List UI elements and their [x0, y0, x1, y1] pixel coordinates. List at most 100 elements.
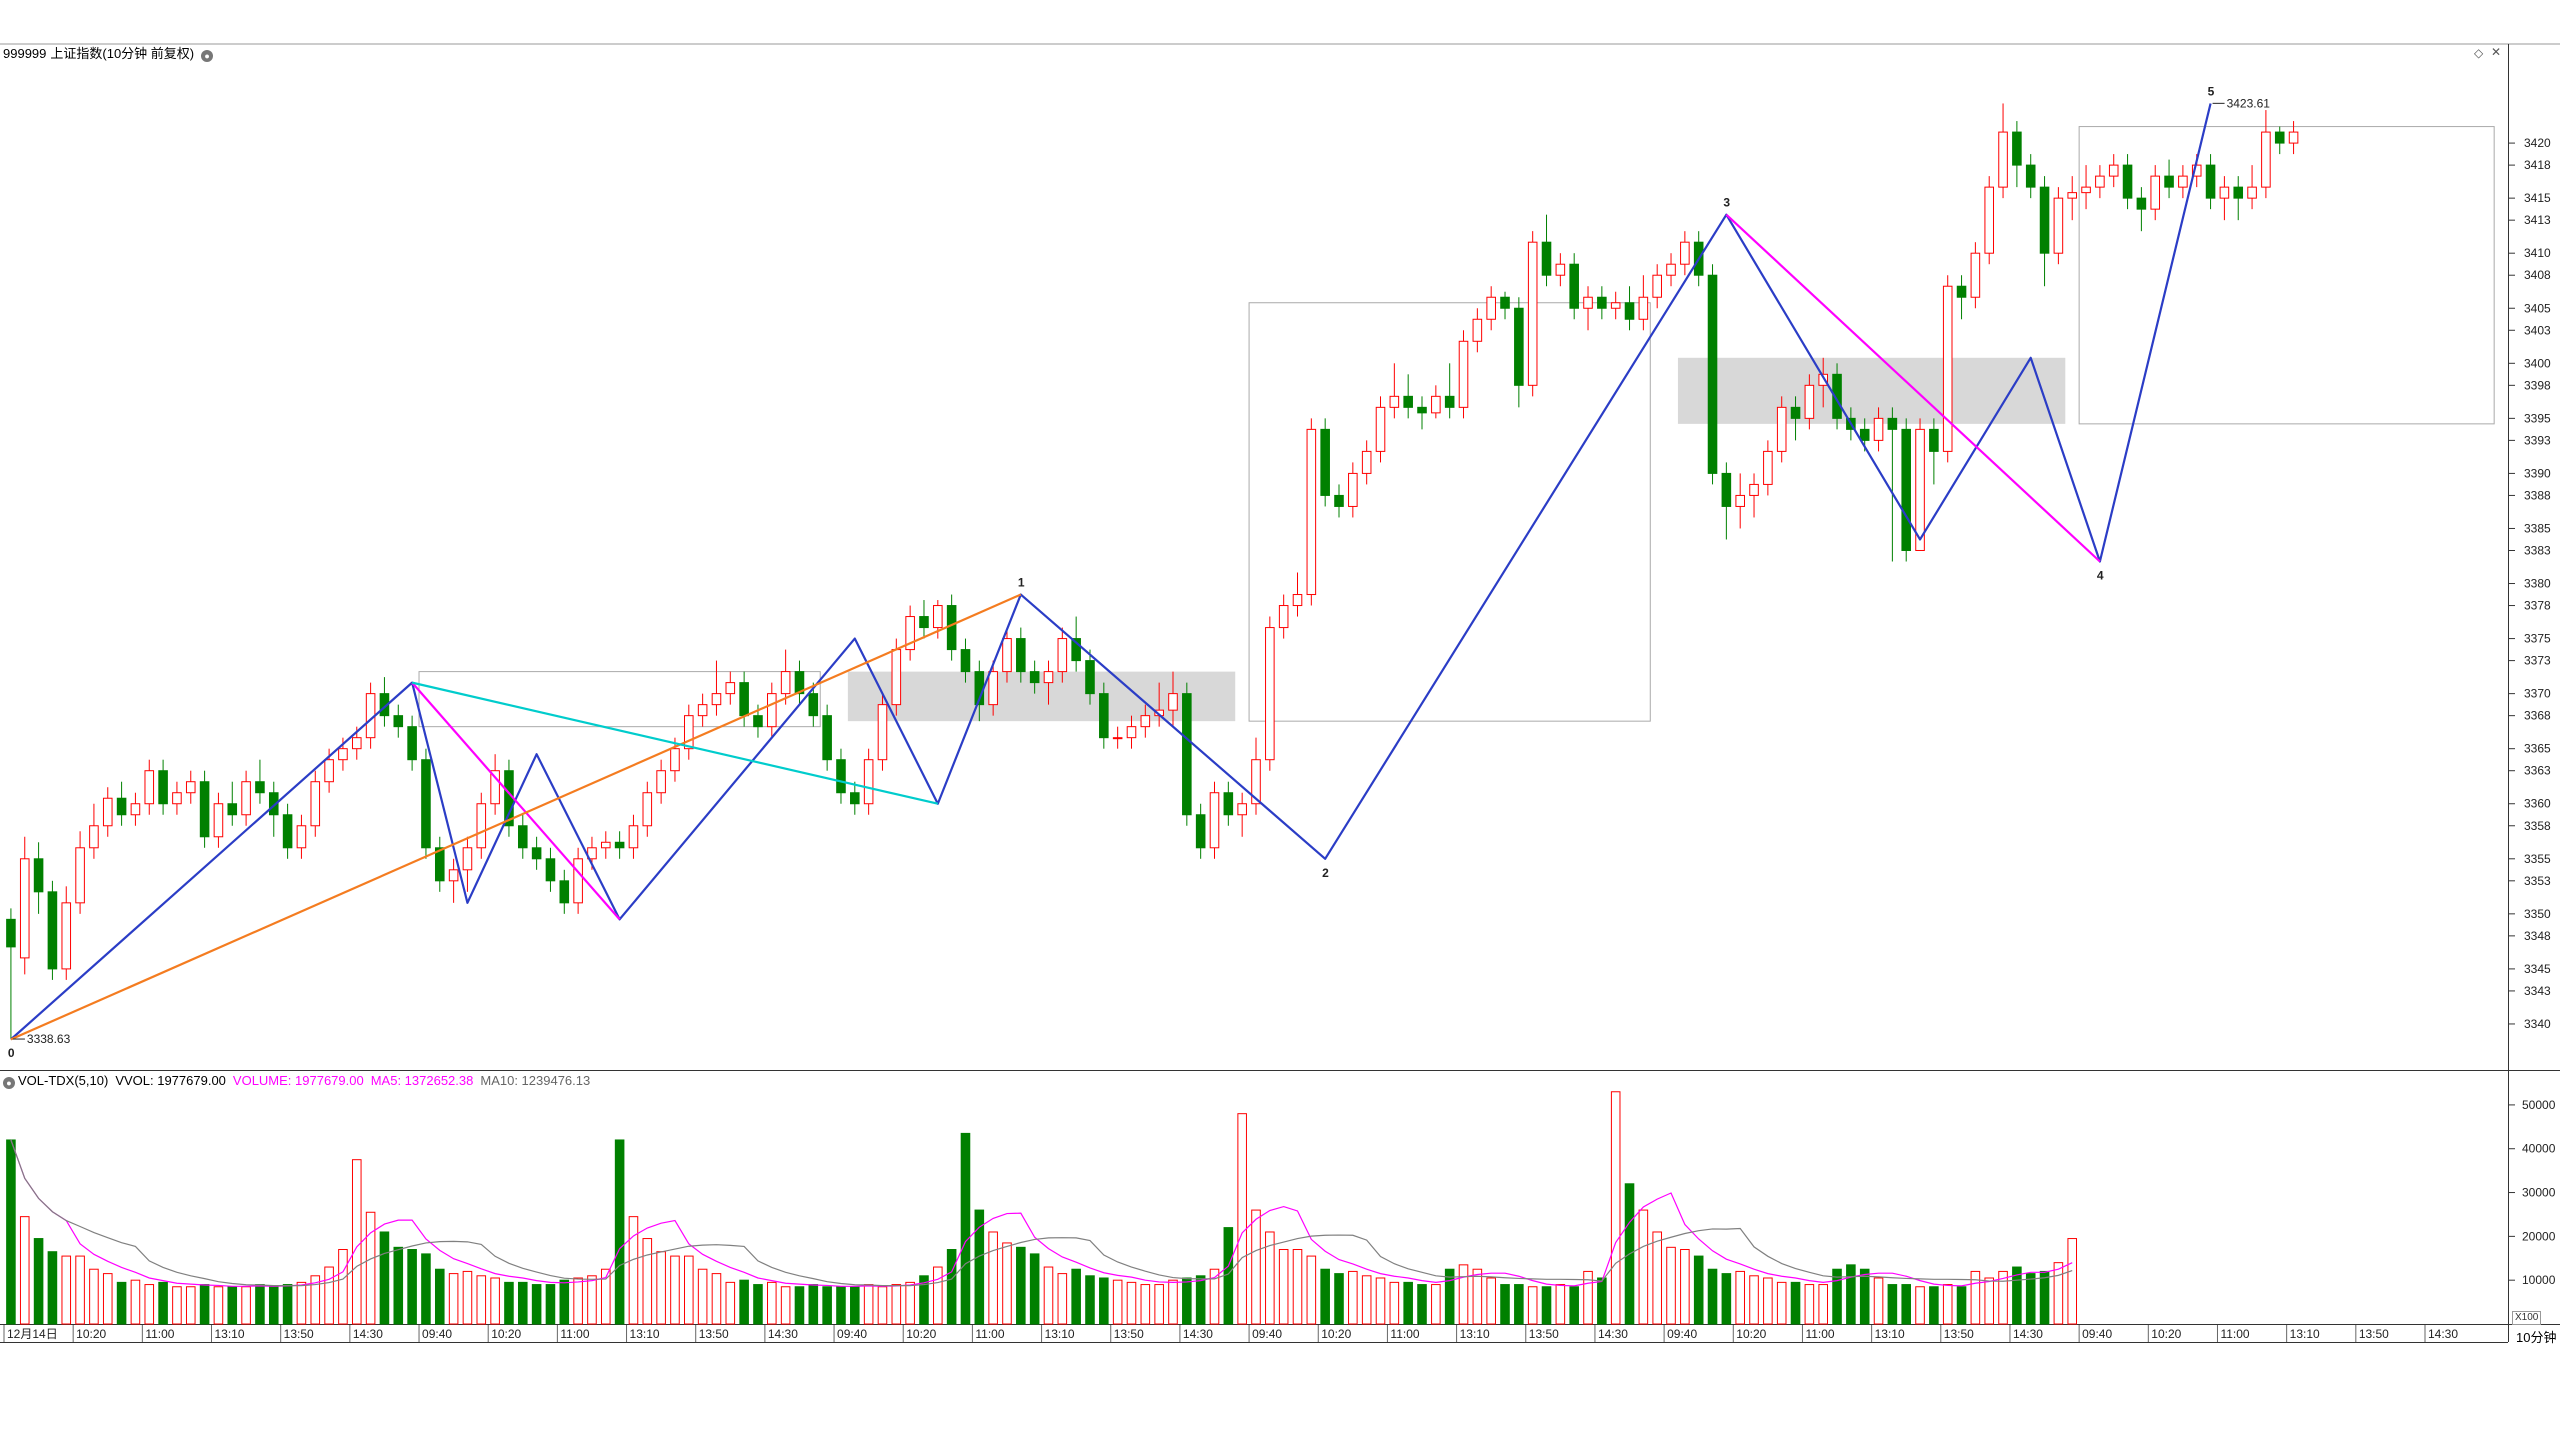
volume-bar: [1486, 1277, 1496, 1325]
candle: [1099, 682, 1109, 749]
volume-bar: [89, 1268, 99, 1325]
candle: [379, 677, 390, 727]
volume-bar: [75, 1255, 85, 1325]
wave-line-wave[interactable]: [10, 103, 2212, 1041]
candle-body: [1901, 428, 1911, 551]
price-tick-label: 3403: [2524, 323, 2551, 337]
candle-body: [19, 858, 30, 959]
candle-body: [822, 715, 832, 761]
wave-label: 3: [1723, 196, 1730, 210]
volume-bar: [47, 1251, 58, 1325]
volume-bar: [448, 1273, 459, 1325]
time-tick-label: 13:10: [2290, 1327, 2320, 1341]
volume-bar: [282, 1284, 293, 1325]
wave-lines[interactable]: [10, 103, 2212, 1041]
time-tick-label: 13:10: [630, 1327, 660, 1341]
diamond-icon[interactable]: ◇: [2474, 46, 2484, 60]
price-tick-label: 3368: [2524, 709, 2551, 723]
candle: [697, 693, 708, 727]
time-tick-label: 13:10: [1875, 1327, 1905, 1341]
candle-body: [1444, 395, 1455, 408]
wave-line-orange[interactable]: [10, 593, 1022, 1041]
close-icon[interactable]: ✕: [2491, 45, 2502, 59]
candle: [988, 660, 998, 716]
volume-bar: [504, 1281, 514, 1325]
volume-bar: [1292, 1249, 1303, 1325]
volume-bar: [836, 1286, 846, 1325]
wave-labels: 0 3338.63 1 2 3 4 5 3423.61: [8, 84, 2270, 1060]
candle-body: [490, 770, 500, 805]
candle: [1334, 484, 1344, 518]
candle: [1901, 418, 1911, 562]
wave-line-magenta[interactable]: [411, 681, 621, 921]
candle-body: [1292, 594, 1303, 607]
candle: [1126, 715, 1137, 749]
candle-body: [1790, 406, 1801, 419]
volume-tick-label: 10000: [2522, 1273, 2556, 1287]
wave-line-magenta[interactable]: [1725, 213, 2101, 563]
volume-bar: [1887, 1284, 1898, 1325]
period-label[interactable]: 10分钟: [2516, 1330, 2557, 1345]
candle-body: [559, 880, 570, 904]
price-tick-label: 3370: [2524, 687, 2551, 701]
price-tick-label: 3343: [2524, 984, 2551, 998]
candle-body: [1873, 417, 1884, 441]
candle: [794, 660, 805, 705]
candle: [1500, 291, 1510, 320]
volume-bar: [1749, 1275, 1759, 1325]
wave-line-cyan[interactable]: [411, 681, 939, 805]
candle-body: [767, 693, 777, 728]
candle-body: [434, 847, 445, 882]
volume-bar: [988, 1231, 998, 1325]
candle: [517, 814, 528, 859]
volume-bar: [767, 1281, 777, 1325]
candle-body: [601, 841, 611, 849]
candle-body: [780, 671, 791, 695]
candle: [310, 770, 321, 837]
volume-bar: [1154, 1284, 1164, 1325]
time-tick-label: 11:00: [145, 1327, 174, 1341]
volume-bar: [808, 1284, 819, 1325]
candle-body: [850, 792, 860, 805]
volume-bar: [531, 1284, 542, 1325]
candle-body: [33, 858, 44, 893]
candle: [822, 704, 832, 771]
time-tick-label: 10:20: [76, 1327, 106, 1341]
candle-body: [1085, 660, 1095, 695]
volume-bar: [1707, 1268, 1718, 1325]
volume-bar: [1680, 1249, 1690, 1325]
candle-body: [1514, 307, 1524, 386]
candle-body: [891, 649, 902, 706]
candle: [504, 759, 514, 837]
candle-body: [255, 781, 265, 794]
candle-body: [1334, 494, 1344, 507]
time-tick-label: 13:10: [1460, 1327, 1490, 1341]
circle-dot-icon[interactable]: ●: [3, 1077, 15, 1089]
candle-body: [1126, 726, 1137, 739]
volume-bar: [241, 1286, 251, 1325]
time-tick-label: 13:50: [699, 1327, 729, 1341]
volume-bar: [1016, 1246, 1026, 1325]
volume-bar: [684, 1255, 694, 1325]
circle-dot-icon[interactable]: ●: [201, 50, 214, 62]
candle: [282, 803, 293, 859]
volume-bar: [1029, 1253, 1040, 1325]
volume-tick-label: 40000: [2522, 1142, 2556, 1156]
candle: [2178, 165, 2188, 199]
candle-body: [2095, 175, 2105, 188]
time-tick-label: 13:50: [1529, 1327, 1559, 1341]
candle-body: [282, 814, 293, 849]
volume-bar: [324, 1266, 334, 1325]
candle: [1223, 781, 1234, 826]
volume-bar: [850, 1286, 860, 1325]
candle-body: [628, 825, 639, 849]
candle: [1237, 792, 1247, 837]
candle-body: [2122, 164, 2133, 199]
candle-body: [1071, 638, 1081, 662]
candle: [213, 792, 224, 848]
wave-label: 4: [2097, 569, 2104, 583]
candle-body: [1306, 428, 1317, 596]
candle-body: [2205, 164, 2216, 199]
volume-bar: [1389, 1281, 1400, 1325]
